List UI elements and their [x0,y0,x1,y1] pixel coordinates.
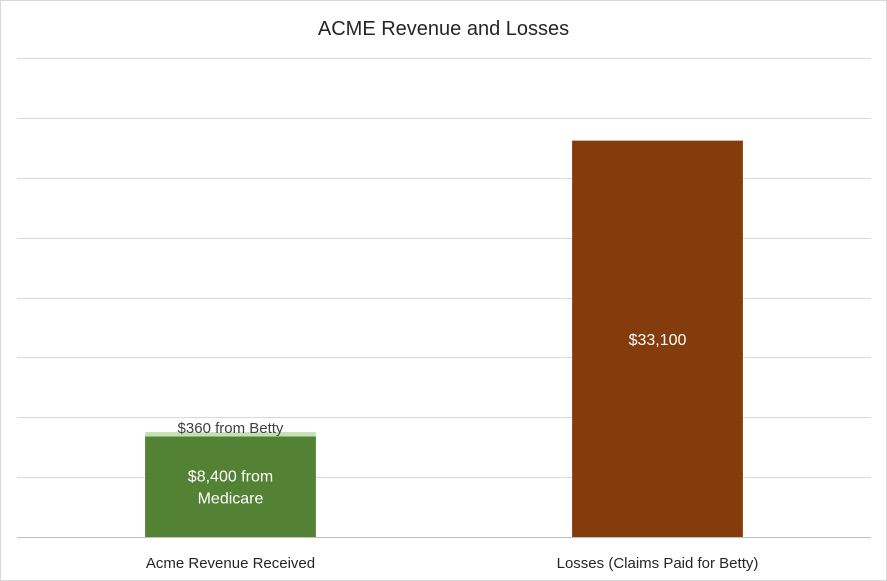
data-label: $8,400 from Medicare [188,469,273,508]
bars [145,140,743,537]
bar-segment [145,436,316,537]
category-label: Acme Revenue Received [146,555,315,572]
data-labels: $8,400 from Medicare $360 from Betty $33,10… [178,332,687,508]
category-label: Losses (Claims Paid for Betty) [557,555,759,572]
data-label: $33,100 [629,332,687,349]
category-labels: Acme Revenue Received Losses (Claims Paid… [146,555,759,572]
bar-segment [145,432,316,437]
bar-segment [572,140,743,537]
chart-title: ACME Revenue and Losses [318,18,569,40]
data-label: $360 from Betty [178,420,284,437]
